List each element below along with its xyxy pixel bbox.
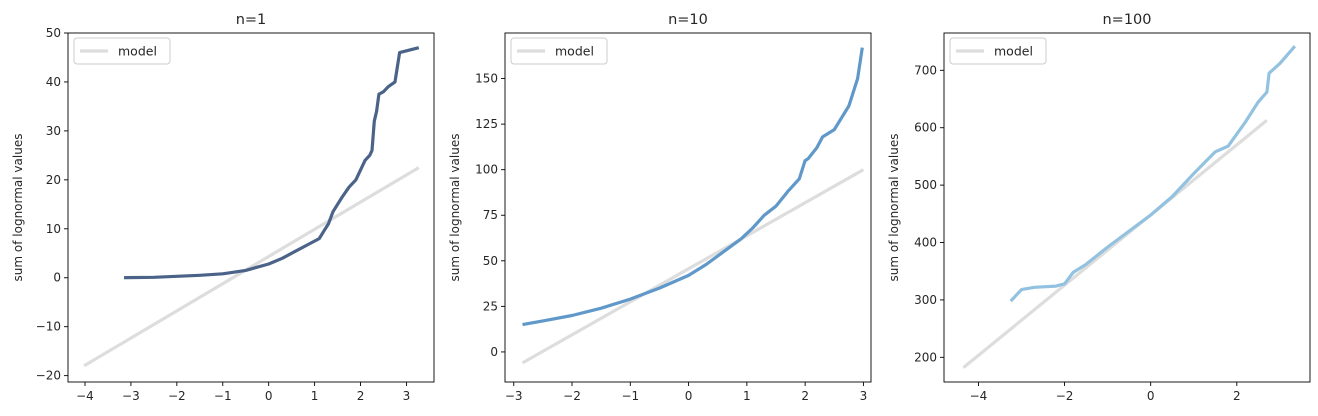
y-tick-label: 125: [475, 117, 498, 131]
chart-title: n=1: [236, 12, 267, 28]
y-tick-label: 25: [483, 299, 498, 313]
y-tick-label: −20: [36, 369, 61, 383]
chart-title: n=10: [668, 12, 708, 28]
x-tick-label: −2: [168, 389, 186, 403]
data-line: [123, 46, 420, 280]
y-tick-label: 500: [914, 178, 937, 192]
y-tick-label: −10: [36, 320, 61, 334]
legend-model-label: model: [118, 44, 157, 59]
legend: model: [510, 37, 608, 65]
model-line: [962, 119, 1268, 369]
y-tick-label: 0: [53, 271, 61, 285]
axes-frame: [943, 32, 1311, 383]
y-tick-label: 10: [46, 222, 61, 236]
legend-box: [73, 37, 171, 65]
y-tick-label: 50: [46, 26, 61, 40]
model-line: [83, 166, 420, 368]
legend-box: [949, 37, 1047, 65]
x-tick-label: 3: [860, 389, 868, 403]
legend-box: [510, 37, 608, 65]
legend-model-label: model: [555, 44, 594, 59]
chart-title: n=100: [1102, 12, 1151, 28]
chart-panel-3: −4 −2 0 2 200 300 400 500 600 700 n=100 sum of logn…: [887, 12, 1311, 403]
x-tick-label: 0: [685, 389, 693, 403]
x-tick-label: 1: [311, 389, 319, 403]
x-tick-label: −2: [563, 389, 581, 403]
y-tick-label: 100: [475, 163, 498, 177]
y-axis-label: sum of lognormal values: [887, 134, 901, 282]
y-tick-label: 150: [475, 72, 498, 86]
y-tick-label: 0: [490, 345, 498, 359]
x-tick-label: −1: [621, 389, 639, 403]
axes-frame: [67, 32, 435, 383]
x-tick-label: 0: [1147, 389, 1155, 403]
chart-panel-2: −3 −2 −1 0 1 2 3 0 25 50 75 100 125 150 n=10 sum of log…: [448, 12, 872, 403]
y-tick-label: 400: [914, 236, 937, 250]
y-tick-label: 600: [914, 121, 937, 135]
x-tick-label: −3: [122, 389, 140, 403]
x-tick-label: 1: [743, 389, 751, 403]
x-tick-label: −3: [505, 389, 523, 403]
y-tick-label: 30: [46, 124, 61, 138]
data-line: [522, 47, 864, 327]
x-tick-label: −1: [214, 389, 232, 403]
x-tick-label: −4: [76, 389, 94, 403]
legend: model: [949, 37, 1047, 65]
y-tick-label: 40: [46, 75, 61, 89]
legend-model-label: model: [994, 44, 1033, 59]
x-tick-label: 3: [403, 389, 411, 403]
x-tick-label: −4: [970, 389, 988, 403]
y-tick-label: 700: [914, 63, 937, 77]
data-line: [1009, 45, 1297, 303]
y-axis-label: sum of lognormal values: [11, 134, 25, 282]
axes-frame: [504, 32, 872, 383]
x-tick-label: −2: [1056, 389, 1074, 403]
x-tick-label: 0: [265, 389, 273, 403]
y-tick-label: 300: [914, 293, 937, 307]
legend: model: [73, 37, 171, 65]
x-tick-label: 2: [357, 389, 365, 403]
model-line: [521, 168, 865, 365]
y-tick-label: 50: [483, 254, 498, 268]
x-tick-label: 2: [801, 389, 809, 403]
y-axis-label: sum of lognormal values: [448, 134, 462, 282]
x-tick-label: 2: [1233, 389, 1241, 403]
y-tick-label: 75: [483, 208, 498, 222]
y-tick-label: 20: [46, 173, 61, 187]
y-tick-label: 200: [914, 350, 937, 364]
